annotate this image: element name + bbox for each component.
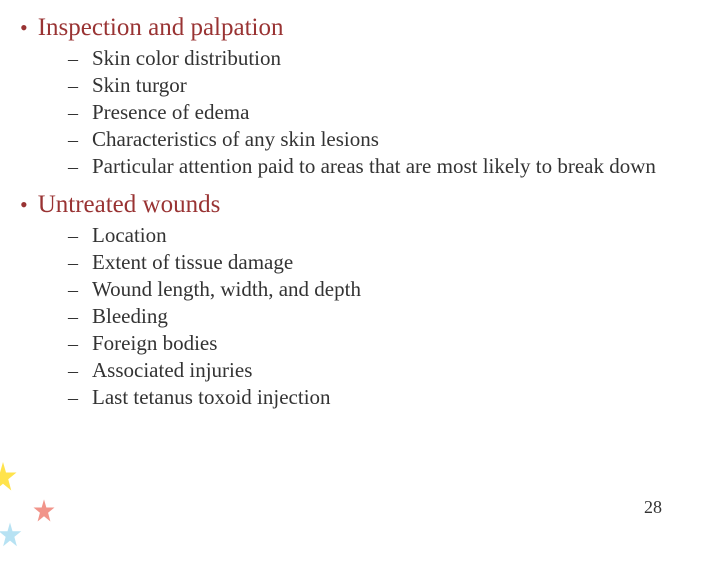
sub-list: – Skin color distribution – Skin turgor … (68, 46, 700, 179)
star-icon (0, 520, 25, 550)
sub-item-text: Foreign bodies (92, 331, 217, 356)
star-icon (30, 497, 58, 525)
sub-item: – Skin turgor (68, 73, 700, 98)
sub-item-text: Skin color distribution (92, 46, 281, 71)
sub-item-text: Particular attention paid to areas that … (92, 154, 656, 179)
main-bullet-item: • Untreated wounds (20, 191, 700, 219)
section-heading: Untreated wounds (38, 191, 221, 219)
dash-icon: – (68, 156, 80, 179)
dash-icon: – (68, 279, 80, 302)
dash-icon: – (68, 225, 80, 248)
page-number: 28 (644, 497, 662, 518)
sub-item-text: Presence of edema (92, 100, 249, 125)
dash-icon: – (68, 306, 80, 329)
sub-item-text: Skin turgor (92, 73, 187, 98)
sub-item: – Last tetanus toxoid injection (68, 385, 700, 410)
sub-item-text: Location (92, 223, 167, 248)
sub-item: – Skin color distribution (68, 46, 700, 71)
bullet-icon: • (20, 194, 28, 216)
decorative-stars (0, 400, 150, 580)
sub-item: – Foreign bodies (68, 331, 700, 356)
dash-icon: – (68, 333, 80, 356)
dash-icon: – (68, 252, 80, 275)
sub-item: – Presence of edema (68, 100, 700, 125)
dash-icon: – (68, 48, 80, 71)
sub-item-text: Extent of tissue damage (92, 250, 293, 275)
section-heading: Inspection and palpation (38, 14, 284, 42)
sub-item-text: Associated injuries (92, 358, 252, 383)
sub-item: – Particular attention paid to areas tha… (68, 154, 700, 179)
sub-item: – Wound length, width, and depth (68, 277, 700, 302)
dash-icon: – (68, 75, 80, 98)
sub-item: – Characteristics of any skin lesions (68, 127, 700, 152)
sub-item: – Associated injuries (68, 358, 700, 383)
bullet-icon: • (20, 17, 28, 39)
sub-item: – Extent of tissue damage (68, 250, 700, 275)
sub-item-text: Wound length, width, and depth (92, 277, 361, 302)
sub-item-text: Bleeding (92, 304, 168, 329)
slide-content: • Inspection and palpation – Skin color … (0, 0, 720, 410)
dash-icon: – (68, 102, 80, 125)
sub-list: – Location – Extent of tissue damage – W… (68, 223, 700, 410)
dash-icon: – (68, 129, 80, 152)
dash-icon: – (68, 360, 80, 383)
main-bullet-item: • Inspection and palpation (20, 14, 700, 42)
sub-item-text: Characteristics of any skin lesions (92, 127, 379, 152)
star-icon (0, 459, 21, 495)
sub-item: – Location (68, 223, 700, 248)
sub-item: – Bleeding (68, 304, 700, 329)
